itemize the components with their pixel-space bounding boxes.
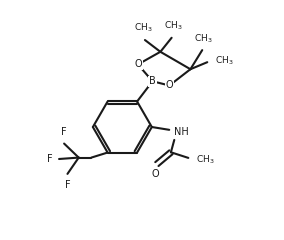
Text: CH$_3$: CH$_3$ [194, 32, 213, 44]
Text: F: F [61, 127, 67, 137]
Text: CH$_3$: CH$_3$ [134, 21, 153, 34]
Text: B: B [149, 76, 156, 86]
Text: F: F [65, 180, 70, 190]
Text: CH$_3$: CH$_3$ [215, 54, 234, 67]
Text: NH: NH [174, 127, 189, 137]
Text: O: O [134, 60, 142, 69]
Text: CH$_3$: CH$_3$ [164, 19, 182, 32]
Text: F: F [47, 154, 53, 164]
Text: O: O [166, 80, 173, 90]
Text: O: O [152, 169, 159, 179]
Text: CH$_3$: CH$_3$ [196, 153, 215, 166]
